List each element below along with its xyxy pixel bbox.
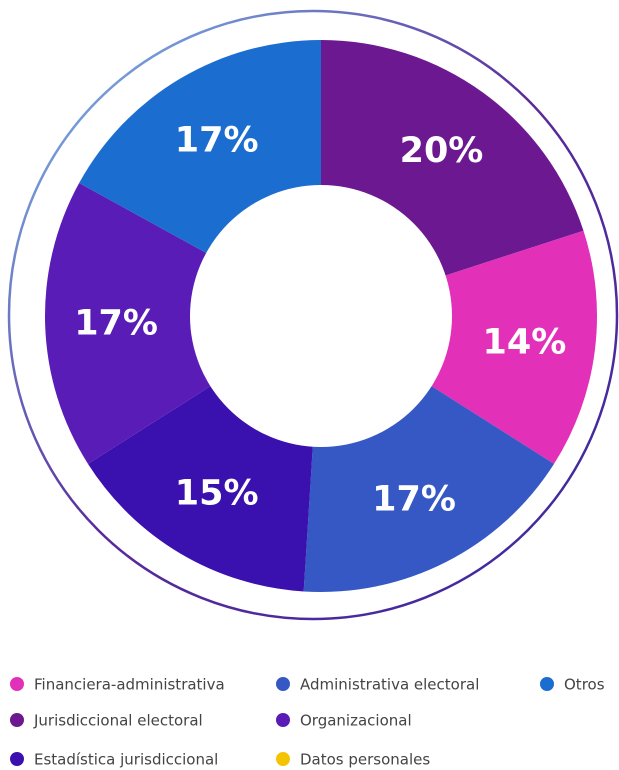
legend-swatch (10, 677, 24, 691)
legend-label: Financiera-administrativa (34, 676, 225, 694)
slice-label: 17% (372, 480, 456, 520)
legend-swatch (10, 713, 24, 727)
slice-label: 15% (175, 473, 259, 513)
donut-hole (190, 185, 452, 447)
slice-label: 17% (175, 121, 259, 161)
legend-swatch (276, 713, 290, 727)
legend-label: Otros (564, 676, 605, 694)
legend-label: Organizacional (300, 712, 412, 730)
slice-label: 20% (400, 131, 484, 171)
legend-swatch (10, 752, 24, 766)
slice (321, 230, 597, 464)
legend-swatch (276, 752, 290, 766)
legend: Jurisdiccional electoral Financiera-admin… (10, 676, 605, 769)
legend-swatch (540, 677, 554, 691)
legend-swatch (276, 677, 290, 691)
legend-label: Datos personales (300, 751, 430, 769)
slice (45, 183, 322, 464)
legend-label: Estadística jurisdiccional (34, 751, 218, 769)
slice-label: 17% (74, 303, 158, 343)
legend-label: Administrativa electoral (300, 676, 479, 694)
labels: 20% 14% 17% 15% 17% 17% (74, 121, 566, 520)
outer-ring (7, 9, 619, 621)
legend-label: Jurisdiccional electoral (33, 712, 203, 730)
slice-label: 14% (482, 323, 566, 363)
